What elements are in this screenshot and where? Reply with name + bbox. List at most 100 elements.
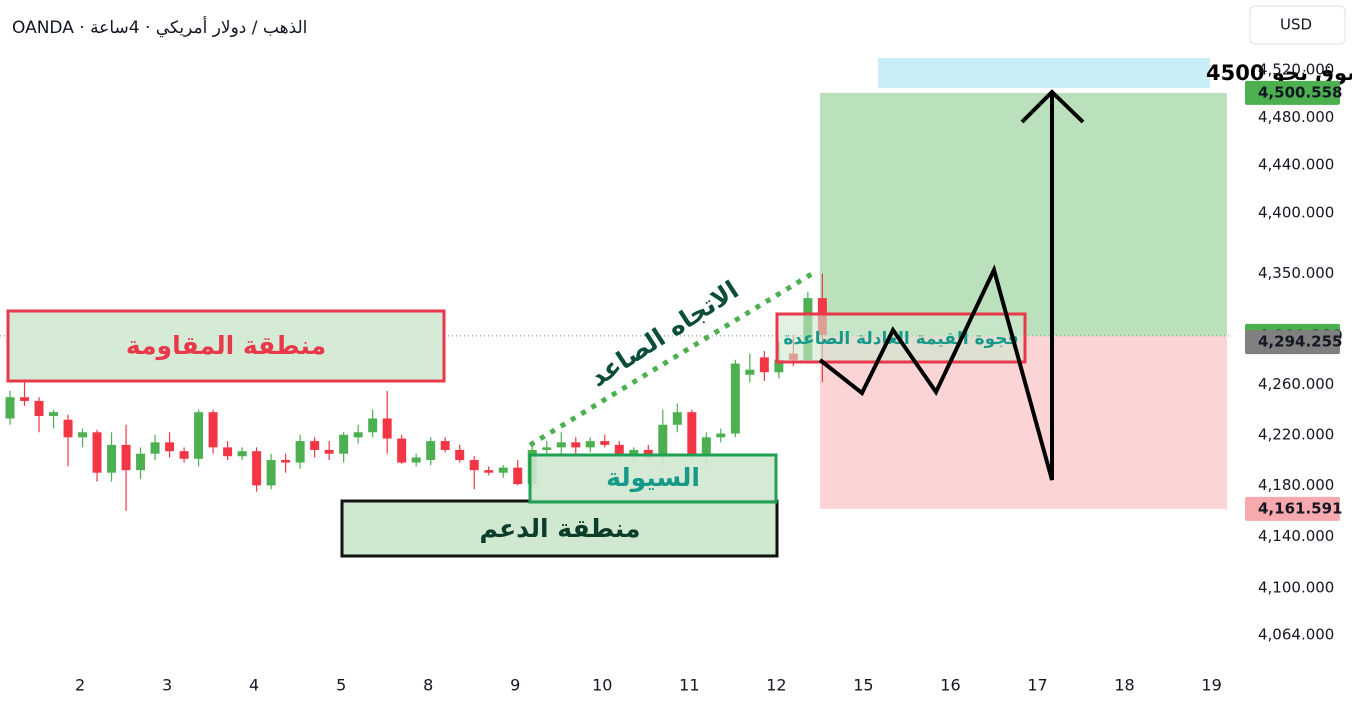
price-badge <box>1245 496 1340 521</box>
candle-body <box>121 444 131 471</box>
candle-body <box>150 442 160 454</box>
y-tick-label: 4,440.000 <box>1258 155 1334 173</box>
price-badge-label: 4,294.255 <box>1258 333 1342 351</box>
candle-body <box>498 467 508 473</box>
candle-body <box>20 397 30 401</box>
candle-body <box>600 441 610 445</box>
candle-body <box>730 363 740 434</box>
candle-body <box>281 460 291 463</box>
drawings: منطقة المقاومة منطقة الدعم السيولة الاتج… <box>6 58 1352 558</box>
y-tick-label: 4,220.000 <box>1258 425 1334 443</box>
x-tick-label: 5 <box>336 676 346 695</box>
trend-label: الاتجاه الصاعد <box>585 275 744 392</box>
candle-body <box>745 369 755 375</box>
trend-line <box>528 269 817 448</box>
candle-body <box>571 442 581 448</box>
candle-body <box>252 451 262 486</box>
candle-body <box>136 453 146 471</box>
candle-body <box>107 444 117 473</box>
support-box <box>340 499 779 558</box>
x-tick-label: 3 <box>162 676 172 695</box>
x-tick-label: 10 <box>592 676 612 695</box>
candle-body <box>614 444 624 454</box>
candle-body <box>484 470 494 473</box>
candle-body <box>672 412 682 425</box>
y-tick-label: 4,260.000 <box>1258 375 1334 393</box>
candle-body <box>78 432 88 438</box>
candle-body <box>266 460 276 486</box>
candle-body <box>426 441 436 461</box>
x-tick-label: 18 <box>1114 676 1134 695</box>
stop-zone <box>820 335 1227 509</box>
resistance-label: منطقة المقاومة <box>126 331 326 361</box>
candle-body <box>194 412 204 459</box>
candle-body <box>411 457 421 463</box>
y-tick-label: 4,180.000 <box>1258 476 1334 494</box>
candle-body <box>49 412 59 416</box>
candle-body <box>179 451 189 459</box>
candle-body <box>92 432 102 473</box>
y-tick-label: 4,140.000 <box>1258 527 1334 545</box>
price-badge <box>1245 330 1340 355</box>
x-tick-label: 9 <box>510 676 520 695</box>
candle-body <box>469 460 479 471</box>
support-label: منطقة الدعم <box>480 514 641 543</box>
symbol-title: OANDA · الذهب / دولار أمريكي · 4ساعة <box>12 16 307 38</box>
axes: 4,520.000 4,480.000 4,440.000 4,400.000 4,35… <box>75 61 1342 695</box>
liquidity-box <box>528 453 778 504</box>
y-tick-label: 4,480.000 <box>1258 108 1334 126</box>
candle-body <box>63 419 73 438</box>
candle-body <box>368 418 378 433</box>
candle-body <box>629 449 639 454</box>
candle-body <box>759 357 769 373</box>
x-tick-label: 8 <box>423 676 433 695</box>
candle-body <box>165 442 175 452</box>
candle-body <box>353 432 363 438</box>
candle-body <box>585 441 595 448</box>
candle-body <box>324 449 334 454</box>
candle-body <box>701 437 711 454</box>
candle-body <box>716 433 726 438</box>
y-tick-label: 4,064.000 <box>1258 625 1334 643</box>
x-tick-label: 12 <box>766 676 786 695</box>
target-bg <box>878 58 1210 88</box>
target-zone <box>820 92 1227 336</box>
x-tick-label: 15 <box>853 676 873 695</box>
candle-body <box>295 441 305 463</box>
candle-body <box>455 449 465 461</box>
candle-body <box>237 451 247 457</box>
price-badge <box>1245 80 1340 105</box>
candle-body <box>223 447 233 457</box>
candle-body <box>774 359 784 373</box>
candle-body <box>658 424 668 458</box>
price-badge-label: 4,161.591 <box>1258 499 1342 517</box>
liquidity-label: السيولة <box>606 463 700 493</box>
x-tick-label: 2 <box>75 676 85 695</box>
currency-label[interactable]: USD <box>1280 16 1312 34</box>
target-label: من الممكن أن يتحرك السوق نحو 4500 <box>1206 58 1352 85</box>
candle-body <box>34 400 44 416</box>
candle-body <box>687 412 697 454</box>
resistance-box <box>6 309 446 383</box>
currency-button[interactable] <box>1249 5 1346 45</box>
x-tick-label: 4 <box>249 676 259 695</box>
y-tick-label: 4,400.000 <box>1258 203 1334 221</box>
candle-body <box>5 397 15 419</box>
candle-body <box>339 434 349 454</box>
x-tick-label: 16 <box>940 676 960 695</box>
x-tick-label: 17 <box>1027 676 1047 695</box>
y-tick-label: 4,350.000 <box>1258 264 1334 282</box>
fvg-box <box>775 312 1027 364</box>
candle-body <box>208 412 218 448</box>
y-tick-label: 4,520.000 <box>1258 61 1334 79</box>
price-badge-label: 4,500.558 <box>1258 83 1342 101</box>
position-zones <box>0 92 1230 509</box>
candle-body <box>513 467 523 485</box>
candle-body <box>382 418 392 439</box>
candle-body <box>440 441 450 450</box>
projection-path <box>818 92 1054 481</box>
y-tick-label: 4,100.000 <box>1258 579 1334 597</box>
arrow-head <box>1020 89 1085 124</box>
x-tick-label: 19 <box>1201 676 1221 695</box>
